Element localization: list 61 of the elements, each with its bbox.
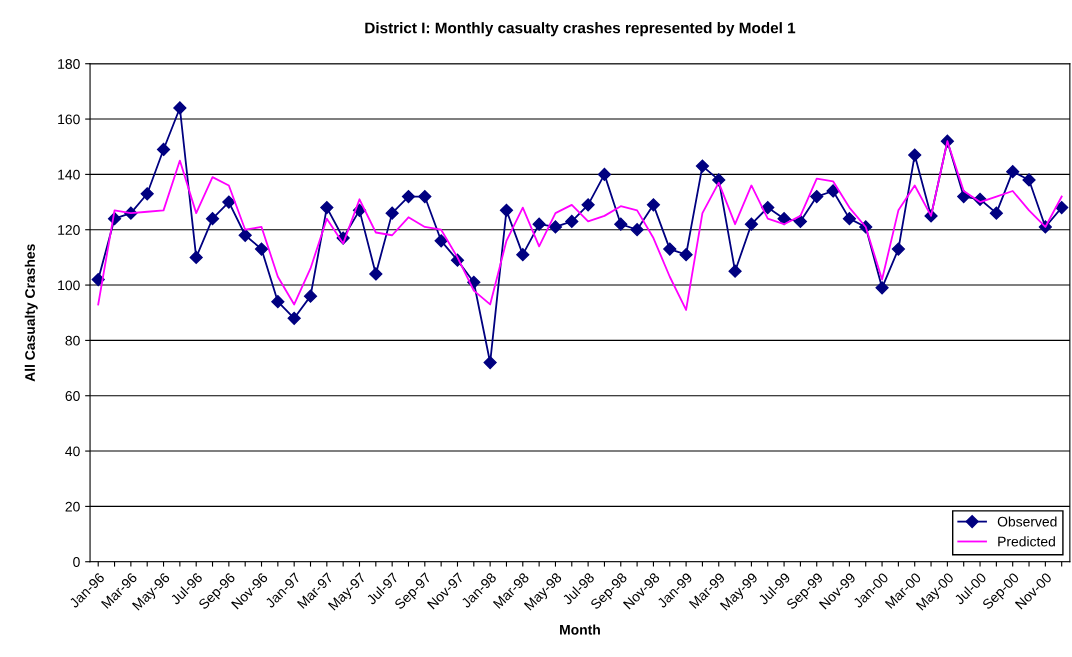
legend-label: Predicted: [998, 536, 1055, 547]
point: [1055, 201, 1069, 215]
y-tick-label: 20: [65, 501, 80, 512]
y-tick-label: 0: [73, 557, 80, 567]
point: [271, 295, 285, 309]
point: [418, 189, 432, 204]
point: [238, 228, 252, 242]
point: [614, 217, 628, 231]
point: [908, 148, 922, 162]
y-tick-label: 100: [58, 280, 80, 291]
point: [516, 248, 530, 262]
y-tick-label: 80: [65, 335, 80, 346]
point: [385, 206, 399, 220]
point: [744, 217, 759, 231]
point: [369, 267, 383, 281]
point: [303, 289, 318, 303]
point: [957, 189, 971, 204]
point: [1022, 173, 1036, 187]
point: [728, 264, 742, 278]
x-axis-title: Month: [560, 624, 600, 635]
y-tick-label: 180: [58, 59, 80, 69]
y-axis-title: All Casualty Crashes: [24, 244, 38, 382]
y-tick-label: 160: [58, 114, 80, 125]
point: [156, 142, 171, 157]
point: [989, 206, 1003, 220]
point: [254, 242, 269, 256]
point: [205, 212, 220, 226]
y-tick-label: 120: [58, 225, 80, 235]
point: [434, 234, 448, 248]
point: [581, 198, 595, 212]
y-tick-label: 40: [65, 446, 80, 457]
point: [695, 159, 710, 173]
chart-title: District I: Monthly casualty crashes represented by Model 1: [365, 22, 796, 37]
y-tick-label: 60: [65, 391, 80, 401]
point: [875, 281, 889, 295]
point: [532, 217, 546, 231]
point: [777, 212, 791, 226]
point: [320, 201, 334, 215]
point: [91, 272, 105, 287]
point: [173, 101, 187, 115]
point: [548, 220, 563, 234]
point: [140, 187, 154, 201]
point: [810, 189, 824, 204]
point: [646, 198, 661, 212]
point: [287, 311, 301, 325]
legend-label: Observed: [997, 516, 1057, 527]
point: [663, 242, 677, 256]
point: [630, 223, 644, 237]
point: [565, 214, 579, 229]
point: [679, 248, 693, 262]
point: [499, 203, 514, 217]
point: [222, 195, 236, 209]
point: [1006, 165, 1020, 179]
point: [842, 212, 856, 226]
point: [891, 242, 905, 256]
y-tick-label: 140: [58, 169, 80, 180]
point: [483, 355, 497, 370]
point: [597, 167, 612, 181]
point: [401, 189, 416, 204]
point: [189, 250, 203, 264]
point: [761, 201, 775, 215]
